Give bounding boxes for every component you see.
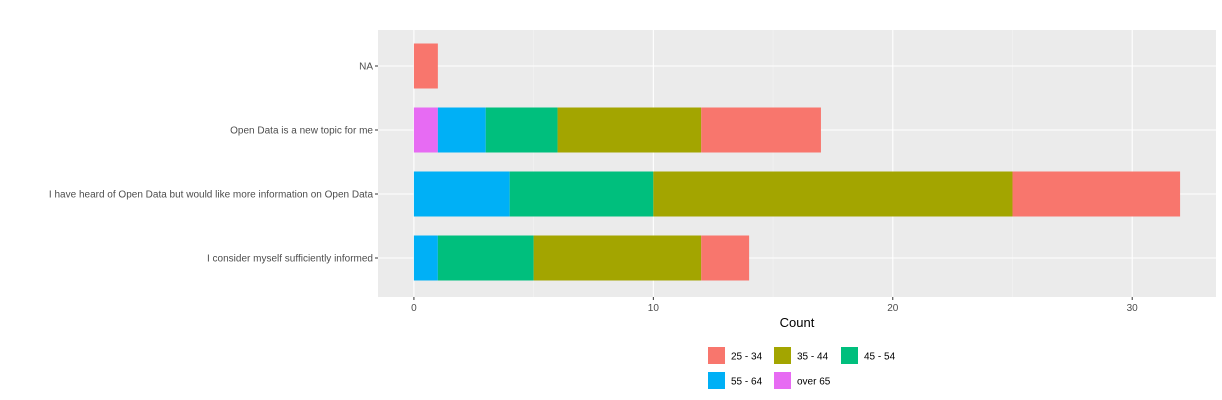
legend-key: [841, 347, 858, 364]
bar-segment: [701, 107, 821, 153]
legend-label: 45 - 54: [864, 352, 896, 363]
bar-segment: [509, 171, 654, 217]
legend-key: [774, 347, 791, 364]
bar-segment: [1012, 171, 1181, 217]
bar-segment: [485, 107, 558, 153]
bar-segment: [413, 171, 510, 217]
bar-segment: [557, 107, 702, 153]
x-tick-label: 10: [648, 303, 660, 314]
x-axis: 0 10 20 30: [411, 297, 1138, 314]
y-axis: NA Open Data is a new topic for me I have …: [49, 62, 378, 265]
legend-label: 25 - 34: [731, 352, 763, 363]
bars: [413, 43, 1181, 281]
x-axis-title: Count: [780, 315, 815, 330]
bar-segment: [437, 235, 534, 281]
legend-label: 35 - 44: [797, 352, 829, 363]
legend-key: [774, 372, 791, 389]
bar-segment: [413, 235, 438, 281]
bar-segment: [413, 43, 438, 89]
y-tick-label: I consider myself sufficiently informed: [207, 254, 373, 265]
bar-segment: [701, 235, 750, 281]
bar-segment: [533, 235, 702, 281]
bar-segment: [413, 107, 438, 153]
bar-segment: [653, 171, 1013, 217]
x-tick-label: 30: [1127, 303, 1139, 314]
legend: 25 - 34 35 - 44 45 - 54 55 - 64 over 65: [708, 347, 896, 389]
y-tick-label: NA: [359, 62, 373, 73]
legend-key: [708, 347, 725, 364]
legend-label: 55 - 64: [731, 377, 763, 388]
legend-label: over 65: [797, 377, 831, 388]
x-tick-label: 20: [887, 303, 899, 314]
bar-segment: [437, 107, 486, 153]
x-tick-label: 0: [411, 303, 417, 314]
y-tick-label: Open Data is a new topic for me: [230, 126, 373, 137]
y-tick-label: I have heard of Open Data but would like…: [49, 190, 374, 201]
legend-key: [708, 372, 725, 389]
